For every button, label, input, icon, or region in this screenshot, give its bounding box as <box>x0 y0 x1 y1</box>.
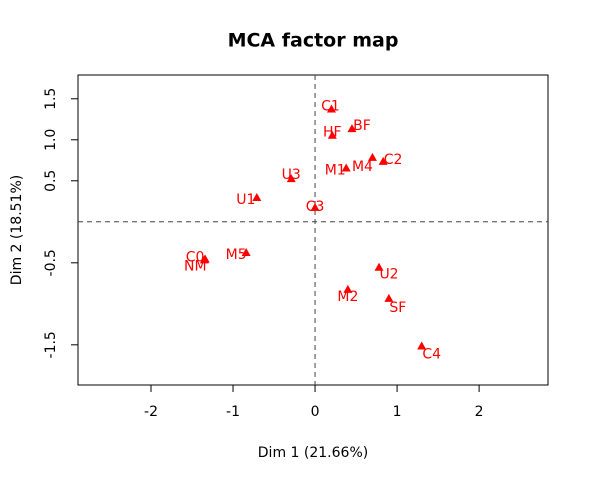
point <box>252 193 262 202</box>
point-label: HF <box>323 125 342 141</box>
y-tick-label: 0.5 <box>43 170 59 192</box>
point <box>326 104 336 113</box>
point <box>199 255 209 264</box>
x-tick-label: -2 <box>144 404 158 420</box>
x-tick-label: -1 <box>226 404 240 420</box>
point <box>341 163 351 172</box>
x-axis-label: Dim 1 (21.66%) <box>258 445 368 461</box>
point-label: U2 <box>379 267 398 283</box>
point-label: M1 <box>325 162 346 178</box>
point-label: C4 <box>422 346 441 362</box>
chart-title: MCA factor map <box>228 30 399 52</box>
x-tick-label: 1 <box>393 404 402 420</box>
y-tick-label: 1.0 <box>43 129 59 151</box>
point-label: BF <box>353 118 371 134</box>
point <box>343 284 353 293</box>
point <box>378 156 388 165</box>
point-label: SF <box>389 300 406 316</box>
point <box>367 152 377 161</box>
point <box>241 247 251 256</box>
point-label: C2 <box>384 152 403 168</box>
point-label: C0 <box>186 250 205 266</box>
point-label: C3 <box>306 199 325 215</box>
point <box>347 124 357 133</box>
point <box>310 202 320 211</box>
y-tick-label: 1.5 <box>43 88 59 110</box>
y-tick-label: -0.5 <box>43 249 59 276</box>
point <box>374 262 384 271</box>
point-label: M4 <box>352 159 373 175</box>
point-label: U3 <box>282 167 301 183</box>
point-label: C1 <box>321 98 340 114</box>
point-label: U1 <box>236 192 255 208</box>
y-tick-label: -1.5 <box>43 331 59 358</box>
point <box>417 341 427 350</box>
point <box>384 293 394 302</box>
point <box>327 130 337 139</box>
y-axis-label: Dim 2 (18.51%) <box>9 175 25 285</box>
plot-frame <box>77 74 549 386</box>
x-tick-label: 0 <box>311 404 320 420</box>
x-tick-label: 2 <box>475 404 484 420</box>
point-label: NM <box>184 258 207 274</box>
point-label: M2 <box>337 289 358 305</box>
point-label: M5 <box>226 247 247 263</box>
point <box>286 174 296 183</box>
